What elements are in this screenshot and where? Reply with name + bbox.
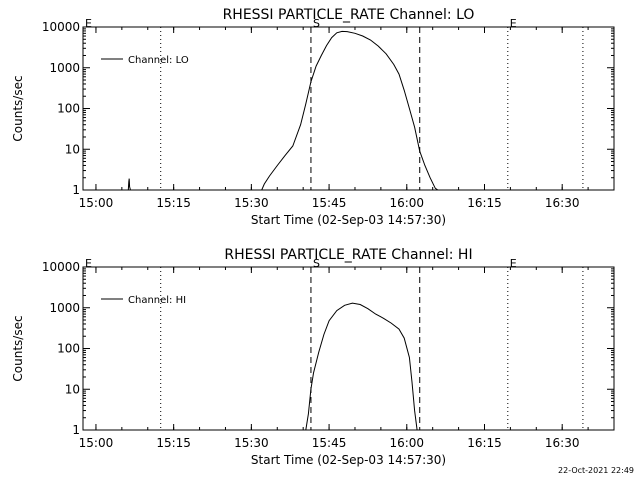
y-tick-label-0-2: 100 xyxy=(57,102,80,116)
chart-title-1: RHESSI PARTICLE_RATE Channel: HI xyxy=(224,247,472,263)
x-tick-label-0-1: 15:15 xyxy=(156,196,191,210)
event-marker-label-0-4: E xyxy=(510,17,517,30)
y-tick-label-0-4: 10000 xyxy=(42,20,80,34)
series-line-1-0 xyxy=(305,302,418,431)
y-axis-label-1: Counts/sec xyxy=(11,315,25,381)
legend-entry-0: Channel: LO xyxy=(128,55,189,66)
x-axis-label-1: Start Time (02-Sep-03 14:57:30) xyxy=(251,453,446,467)
chart-title-0: RHESSI PARTICLE_RATE Channel: LO xyxy=(223,7,475,23)
x-tick-label-0-4: 16:00 xyxy=(389,196,424,210)
x-tick-label-1-3: 15:45 xyxy=(312,436,347,450)
y-tick-label-1-3: 1000 xyxy=(49,301,80,315)
event-marker-label-1-0: E xyxy=(85,257,92,270)
event-marker-label-1-2: S xyxy=(313,257,320,270)
y-tick-label-1-1: 10 xyxy=(65,382,80,396)
x-tick-label-1-2: 15:30 xyxy=(234,436,269,450)
x-tick-label-0-2: 15:30 xyxy=(234,196,269,210)
plot-frame-0 xyxy=(82,26,615,191)
x-tick-label-1-1: 15:15 xyxy=(156,436,191,450)
legend-entry-1: Channel: HI xyxy=(128,295,186,306)
x-tick-label-0-5: 16:15 xyxy=(467,196,502,210)
x-tick-label-0-6: 16:30 xyxy=(545,196,580,210)
y-tick-label-0-3: 1000 xyxy=(49,61,80,75)
y-tick-label-1-0: 1 xyxy=(72,423,80,437)
y-tick-label-0-0: 1 xyxy=(72,183,80,197)
x-tick-label-0-0: 15:00 xyxy=(79,196,114,210)
x-tick-label-1-4: 16:00 xyxy=(389,436,424,450)
y-tick-label-1-2: 100 xyxy=(57,342,80,356)
footer-timestamp: 22-Oct-2021 22:49 xyxy=(558,466,634,475)
series-line-0-0 xyxy=(127,30,439,191)
x-tick-label-0-3: 15:45 xyxy=(312,196,347,210)
y-tick-label-1-4: 10000 xyxy=(42,260,80,274)
y-tick-label-0-1: 10 xyxy=(65,142,80,156)
event-marker-label-1-4: E xyxy=(510,257,517,270)
event-marker-label-0-2: S xyxy=(313,17,320,30)
y-axis-label-0: Counts/sec xyxy=(11,75,25,141)
x-tick-label-1-5: 16:15 xyxy=(467,436,502,450)
x-tick-label-1-0: 15:00 xyxy=(79,436,114,450)
x-tick-label-1-6: 16:30 xyxy=(545,436,580,450)
event-marker-label-0-0: E xyxy=(85,17,92,30)
x-axis-label-0: Start Time (02-Sep-03 14:57:30) xyxy=(251,213,446,227)
plot-frame-1 xyxy=(82,266,615,431)
